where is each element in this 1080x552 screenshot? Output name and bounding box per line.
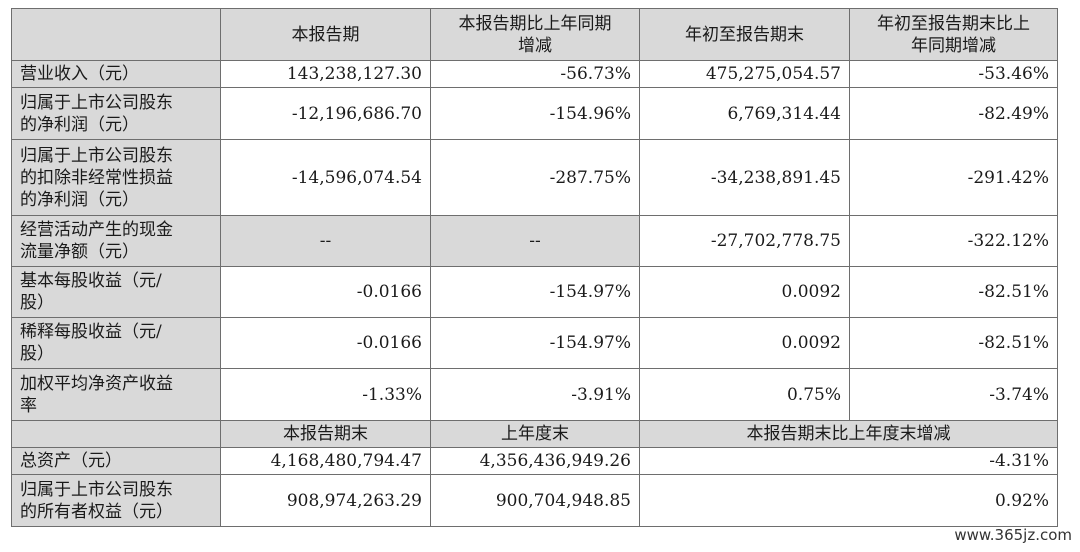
cell-value: 0.75% — [639, 368, 850, 421]
table-row: 归属于上市公司股东 的净利润（元） -12,196,686.70 -154.96%… — [11, 87, 1058, 140]
cell-value: -0.0166 — [220, 317, 431, 369]
cell-value: -4.31% — [639, 447, 1058, 475]
header-period-end: 本报告期末 — [220, 420, 431, 448]
financial-table: 本报告期 本报告期比上年同期 增减 年初至报告期末 年初至报告期末比上 年同期增… — [11, 8, 1058, 527]
row-label: 经营活动产生的现金 流量净额（元） — [11, 215, 221, 267]
header-ytd-yoy: 年初至报告期末比上 年同期增减 — [849, 8, 1058, 61]
cell-value: -1.33% — [220, 368, 431, 421]
header-line: 增减 — [518, 35, 552, 56]
cell-value: -322.12% — [849, 215, 1058, 267]
cell-value: 143,238,127.30 — [220, 60, 431, 88]
cell-value: 0.0092 — [639, 266, 850, 318]
header-corner — [11, 420, 221, 448]
header-current-period: 本报告期 — [220, 8, 431, 61]
cell-value: -34,238,891.45 — [639, 139, 850, 216]
watermark: www.365jz.com — [954, 526, 1072, 544]
cell-value: -3.91% — [430, 368, 640, 421]
row-label: 加权平均净资产收益率 — [11, 368, 221, 421]
cell-value: 6,769,314.44 — [639, 87, 850, 140]
header-row: 本报告期 本报告期比上年同期 增减 年初至报告期末 年初至报告期末比上 年同期增… — [11, 8, 1058, 61]
cell-value: -3.74% — [849, 368, 1058, 421]
table-row: 归属于上市公司股东 的扣除非经常性损益 的净利润（元） -14,596,074.54… — [11, 139, 1058, 216]
cell-value: -27,702,778.75 — [639, 215, 850, 267]
cell-value: -- — [220, 215, 431, 267]
table-row: 加权平均净资产收益率 -1.33% -3.91% 0.75% -3.74% — [11, 368, 1058, 421]
cell-value: -14,596,074.54 — [220, 139, 431, 216]
row-label: 营业收入（元） — [11, 60, 221, 88]
table-row: 营业收入（元） 143,238,127.30 -56.73% 475,275,0… — [11, 60, 1058, 88]
cell-value: 908,974,263.29 — [220, 474, 431, 527]
row-label: 归属于上市公司股东 的扣除非经常性损益 的净利润（元） — [11, 139, 221, 216]
cell-value: 0.92% — [639, 474, 1058, 527]
cell-value: -291.42% — [849, 139, 1058, 216]
table-row: 经营活动产生的现金 流量净额（元） -- -- -27,702,778.75 -3… — [11, 215, 1058, 267]
row-label: 归属于上市公司股东 的所有者权益（元） — [11, 474, 221, 527]
cell-value: -154.97% — [430, 317, 640, 369]
row-label: 总资产（元） — [11, 447, 221, 475]
cell-value: -56.73% — [430, 60, 640, 88]
header-line: 本报告期比上年同期 — [458, 13, 612, 34]
cell-value: 900,704,948.85 — [430, 474, 640, 527]
cell-value: -12,196,686.70 — [220, 87, 431, 140]
cell-value: -82.51% — [849, 266, 1058, 318]
header-prior-year-end: 上年度末 — [430, 420, 640, 448]
header-line: 年同期增减 — [911, 35, 996, 56]
table-row: 归属于上市公司股东 的所有者权益（元） 908,974,263.29 900,70… — [11, 474, 1058, 527]
header-line: 年初至报告期末比上 — [877, 13, 1030, 34]
row-label: 归属于上市公司股东 的净利润（元） — [11, 87, 221, 140]
table-row: 总资产（元） 4,168,480,794.47 4,356,436,949.26… — [11, 447, 1058, 475]
cell-value: -154.96% — [430, 87, 640, 140]
row-label: 基本每股收益（元/股） — [11, 266, 221, 318]
header-change: 本报告期末比上年度末增减 — [639, 420, 1058, 448]
cell-value: 4,356,436,949.26 — [430, 447, 640, 475]
cell-value: 475,275,054.57 — [639, 60, 850, 88]
cell-value: 0.0092 — [639, 317, 850, 369]
table-row: 稀释每股收益（元/股） -0.0166 -154.97% 0.0092 -82.… — [11, 317, 1058, 369]
cell-value: 4,168,480,794.47 — [220, 447, 431, 475]
header-ytd: 年初至报告期末 — [639, 8, 850, 61]
table-row: 基本每股收益（元/股） -0.0166 -154.97% 0.0092 -82.… — [11, 266, 1058, 318]
cell-value: -0.0166 — [220, 266, 431, 318]
header-row-2: 本报告期末 上年度末 本报告期末比上年度末增减 — [11, 420, 1058, 448]
cell-value: -82.49% — [849, 87, 1058, 140]
cell-value: -287.75% — [430, 139, 640, 216]
cell-value: -- — [430, 215, 640, 267]
header-corner — [11, 8, 221, 61]
cell-value: -53.46% — [849, 60, 1058, 88]
header-current-yoy: 本报告期比上年同期 增减 — [430, 8, 640, 61]
row-label: 稀释每股收益（元/股） — [11, 317, 221, 369]
cell-value: -82.51% — [849, 317, 1058, 369]
cell-value: -154.97% — [430, 266, 640, 318]
